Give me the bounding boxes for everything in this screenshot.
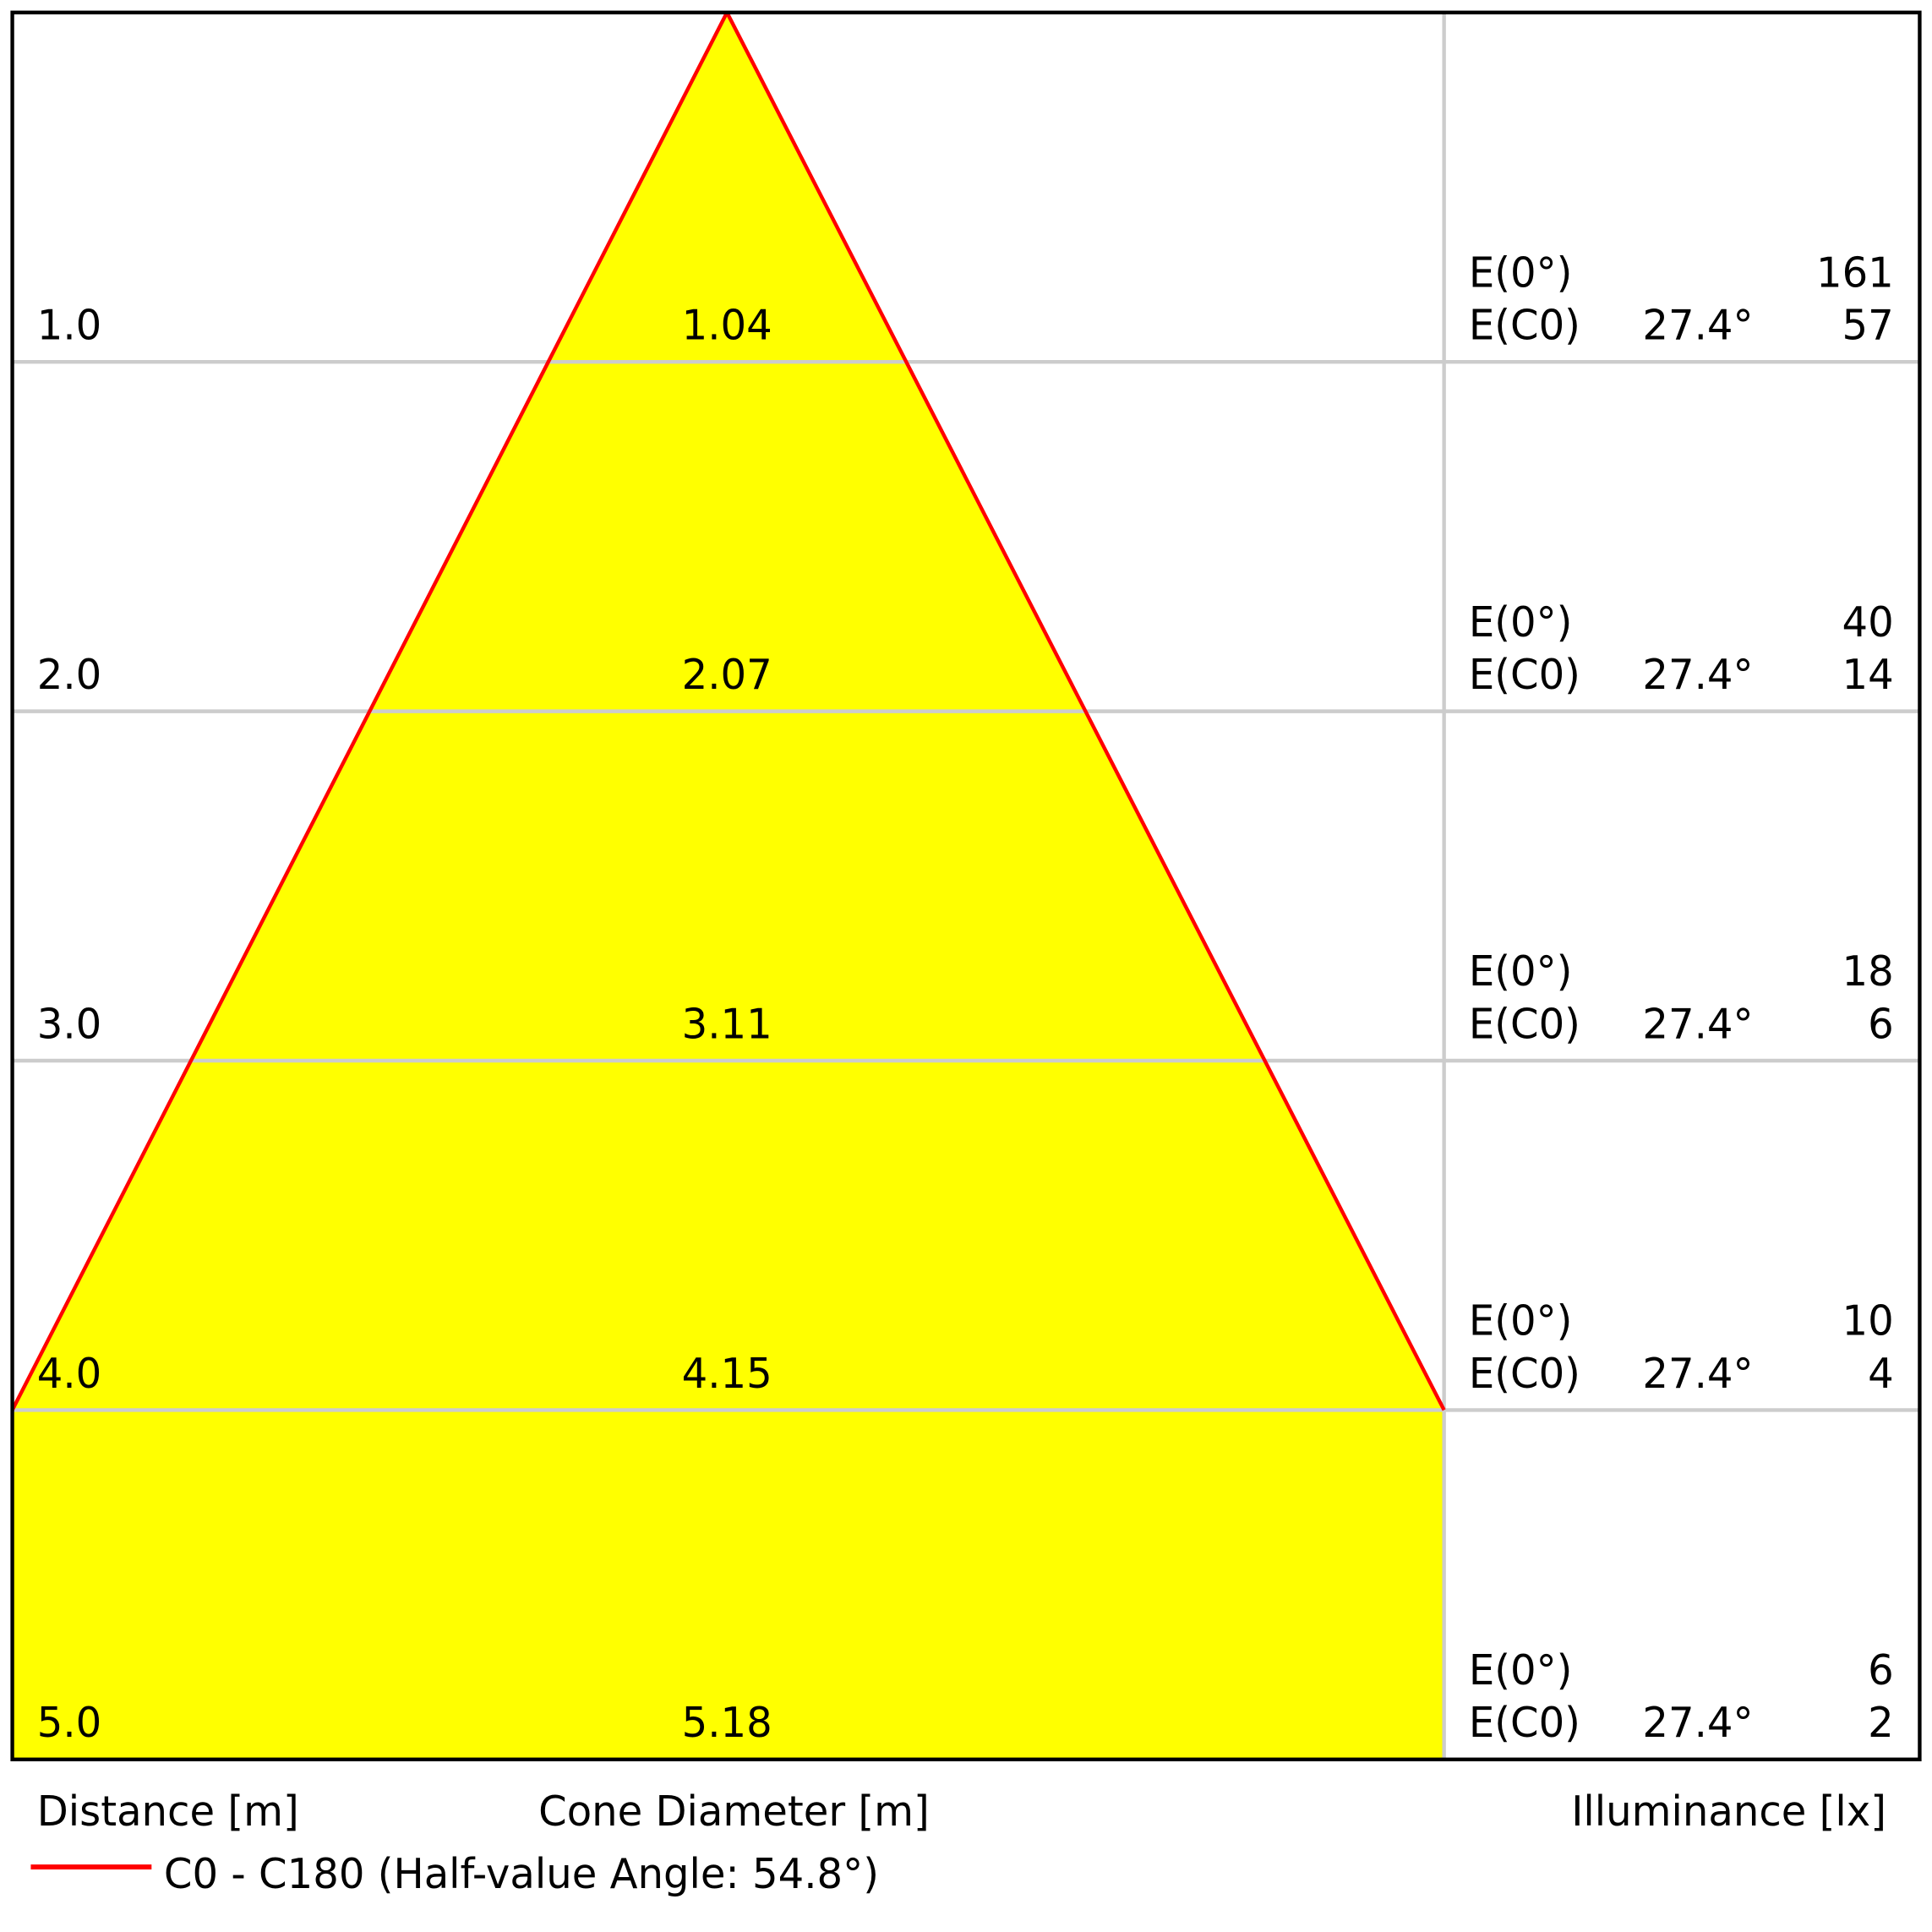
distance-label: 5.0 (37, 1700, 102, 1747)
e0-label: E(0°) (1469, 249, 1573, 297)
ec0-value: 2 (1868, 1700, 1894, 1747)
ec0-label: E(C0) (1469, 302, 1580, 349)
illuminance-axis-label: Illuminance [lx] (1571, 1788, 1886, 1836)
e0-value: 161 (1816, 249, 1894, 297)
angle-label: 27.4° (1642, 1700, 1753, 1747)
diameter-label: 2.07 (682, 652, 772, 699)
diameter-label: 3.11 (682, 1001, 772, 1048)
angle-label: 27.4° (1642, 302, 1753, 349)
chart-border (10, 10, 1922, 1762)
e0-value: 18 (1842, 948, 1894, 996)
distance-axis-label: Distance [m] (37, 1788, 299, 1836)
diameter-label: 4.15 (682, 1350, 772, 1397)
angle-label: 27.4° (1642, 1001, 1753, 1048)
ec0-label: E(C0) (1469, 1001, 1580, 1048)
distance-label: 3.0 (37, 1001, 102, 1048)
distance-label: 2.0 (37, 652, 102, 699)
ec0-value: 4 (1868, 1350, 1894, 1397)
legend-label: C0 - C180 (Half-value Angle: 54.8°) (164, 1851, 879, 1898)
ec0-label: E(C0) (1469, 1350, 1580, 1397)
diameter-axis-label: Cone Diameter [m] (538, 1788, 930, 1836)
cone-fill (12, 12, 1444, 1760)
angle-label: 27.4° (1642, 652, 1753, 699)
e0-value: 10 (1842, 1297, 1894, 1345)
ec0-value: 6 (1868, 1001, 1894, 1048)
e0-label: E(0°) (1469, 1297, 1573, 1345)
cone-left-edge (10, 11, 729, 1411)
diameter-label: 5.18 (682, 1700, 772, 1747)
e0-label: E(0°) (1469, 1647, 1573, 1695)
diameter-label: 1.04 (682, 302, 772, 349)
ec0-value: 14 (1842, 652, 1894, 699)
distance-label: 1.0 (37, 302, 102, 349)
ec0-value: 57 (1842, 302, 1894, 349)
e0-label: E(0°) (1469, 599, 1573, 647)
cone-right-edge (725, 11, 1446, 1411)
ec0-label: E(C0) (1469, 652, 1580, 699)
e0-value: 6 (1868, 1647, 1894, 1695)
distance-label: 4.0 (37, 1350, 102, 1397)
e0-value: 40 (1842, 599, 1894, 647)
e0-label: E(0°) (1469, 948, 1573, 996)
angle-label: 27.4° (1642, 1350, 1753, 1397)
ec0-label: E(C0) (1469, 1700, 1580, 1747)
